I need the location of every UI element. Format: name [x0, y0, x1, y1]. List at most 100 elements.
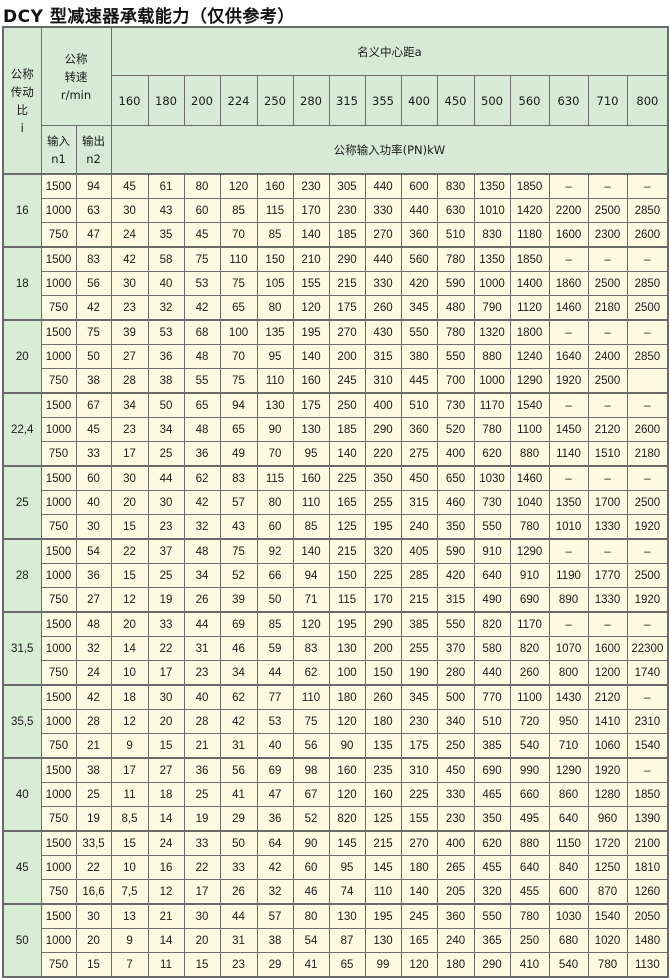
power-cell: 720	[509, 709, 550, 734]
power-cell: 440	[364, 246, 402, 272]
power-cell: 350	[436, 514, 475, 540]
power-cell: 2310	[626, 709, 669, 734]
input-speed-cell: 1500	[40, 173, 77, 199]
power-cell: 590	[436, 271, 475, 296]
power-cell: 1120	[509, 295, 550, 321]
power-cell: 18	[147, 782, 185, 807]
power-cell: 80	[183, 173, 221, 199]
power-cell: 30	[110, 271, 149, 296]
table-row: 28 1500 54 22 37 48 75 92 140 215 320 405 590 910 1290…	[2, 538, 669, 613]
power-cell: 57	[219, 490, 258, 515]
input-speed-cell: 1500	[40, 392, 77, 418]
power-cell: 1060	[587, 733, 628, 759]
power-cell: 1200	[587, 660, 628, 686]
table-row: 750 21 9 15 21 31 40 56 90 135 175 250 385 540 710 1060…	[3, 733, 669, 759]
output-header-line: 输出	[82, 133, 105, 148]
power-cell: 240	[400, 514, 438, 540]
power-cell: 600	[548, 879, 589, 905]
power-cell: 100	[328, 660, 366, 686]
power-cell: 405	[400, 538, 438, 564]
power-cell: 44	[219, 903, 258, 929]
input-speed-cell: 1000	[40, 563, 77, 588]
output-speed-cell: 60	[75, 465, 112, 491]
power-cell: 30	[147, 684, 185, 710]
power-cell: 46	[219, 636, 258, 661]
power-cell: 1290	[548, 757, 589, 783]
power-cell: 185	[328, 417, 366, 442]
power-cell: 550	[400, 319, 438, 345]
table-row: 1000 36 15 25 34 52 66 94 150 225 285 420 640 910 1190…	[3, 563, 669, 588]
power-cell: 62	[292, 660, 330, 686]
input-speed-cell: 750	[40, 295, 77, 321]
power-cell: 1190	[548, 563, 589, 588]
power-cell: 60	[292, 855, 330, 880]
power-cell: 30	[147, 490, 185, 515]
power-cell: 225	[328, 465, 366, 491]
output-speed-cell: 30	[75, 514, 112, 540]
power-cell: 640	[509, 855, 550, 880]
power-cell: 250	[328, 392, 366, 418]
speed-header-line: r/min	[60, 87, 92, 102]
power-cell: 31	[183, 636, 221, 661]
power-cell: 460	[436, 490, 475, 515]
power-cell: 860	[548, 782, 589, 807]
power-cell: 2300	[587, 222, 628, 248]
power-cell: 75	[219, 368, 258, 394]
power-cell: 1260	[626, 879, 669, 905]
power-cell: 550	[436, 611, 475, 637]
power-cell: 380	[400, 344, 438, 369]
power-cell: 2600	[626, 417, 669, 442]
power-cell: 85	[256, 611, 294, 637]
power-cell: 1170	[473, 392, 511, 418]
power-cell: 160	[364, 782, 402, 807]
power-cell: 80	[256, 490, 294, 515]
power-cell: 70	[219, 344, 258, 369]
power-cell: 17	[147, 660, 185, 686]
output-speed-cell: 83	[75, 246, 112, 272]
power-cell: 780	[436, 319, 475, 345]
power-cell: 1130	[626, 952, 669, 978]
power-cell: 44	[256, 660, 294, 686]
power-cell: 50	[147, 392, 185, 418]
power-cell: 77	[256, 684, 294, 710]
power-cell: 1400	[509, 271, 550, 296]
output-speed-cell: 28	[75, 709, 112, 734]
power-cell: 135	[256, 319, 294, 345]
power-cell: 43	[147, 198, 185, 223]
power-cell: 94	[292, 563, 330, 588]
power-cell: 58	[147, 246, 185, 272]
input-speed-cell: 1500	[40, 757, 77, 783]
power-cell: 950	[548, 709, 589, 734]
power-cell: 1140	[548, 441, 589, 467]
power-cell: 20	[110, 490, 149, 515]
power-cell: 195	[328, 611, 366, 637]
power-cell: 36	[256, 806, 294, 832]
power-cell: 48	[183, 417, 221, 442]
power-cell: 59	[256, 636, 294, 661]
output-speed-cell: 20	[75, 928, 112, 953]
output-speed-cell: 75	[75, 319, 112, 345]
output-speed-cell: 42	[75, 684, 112, 710]
power-cell: 40	[183, 684, 221, 710]
power-cell: 540	[509, 733, 550, 759]
power-cell: 48	[183, 344, 221, 369]
power-cell: 44	[183, 611, 221, 637]
power-cell: 120	[328, 709, 366, 734]
power-cell: 350	[473, 806, 511, 832]
power-cell: 25	[147, 563, 185, 588]
power-cell: 110	[256, 368, 294, 394]
power-cell: 960	[587, 806, 628, 832]
power-cell: 95	[328, 855, 366, 880]
power-cell: 120	[292, 295, 330, 321]
power-cell: 52	[292, 806, 330, 832]
input-speed-cell: 1000	[40, 198, 77, 223]
power-cell: 255	[400, 636, 438, 661]
power-cell: 67	[292, 782, 330, 807]
power-cell: 19	[183, 806, 221, 832]
power-cell: 1330	[587, 514, 628, 540]
power-cell: –	[626, 465, 669, 491]
center-distance-header: 名义中心距a	[110, 26, 669, 76]
input-speed-cell: 750	[40, 368, 77, 394]
power-cell: 44	[147, 465, 185, 491]
power-cell: 46	[292, 879, 330, 905]
